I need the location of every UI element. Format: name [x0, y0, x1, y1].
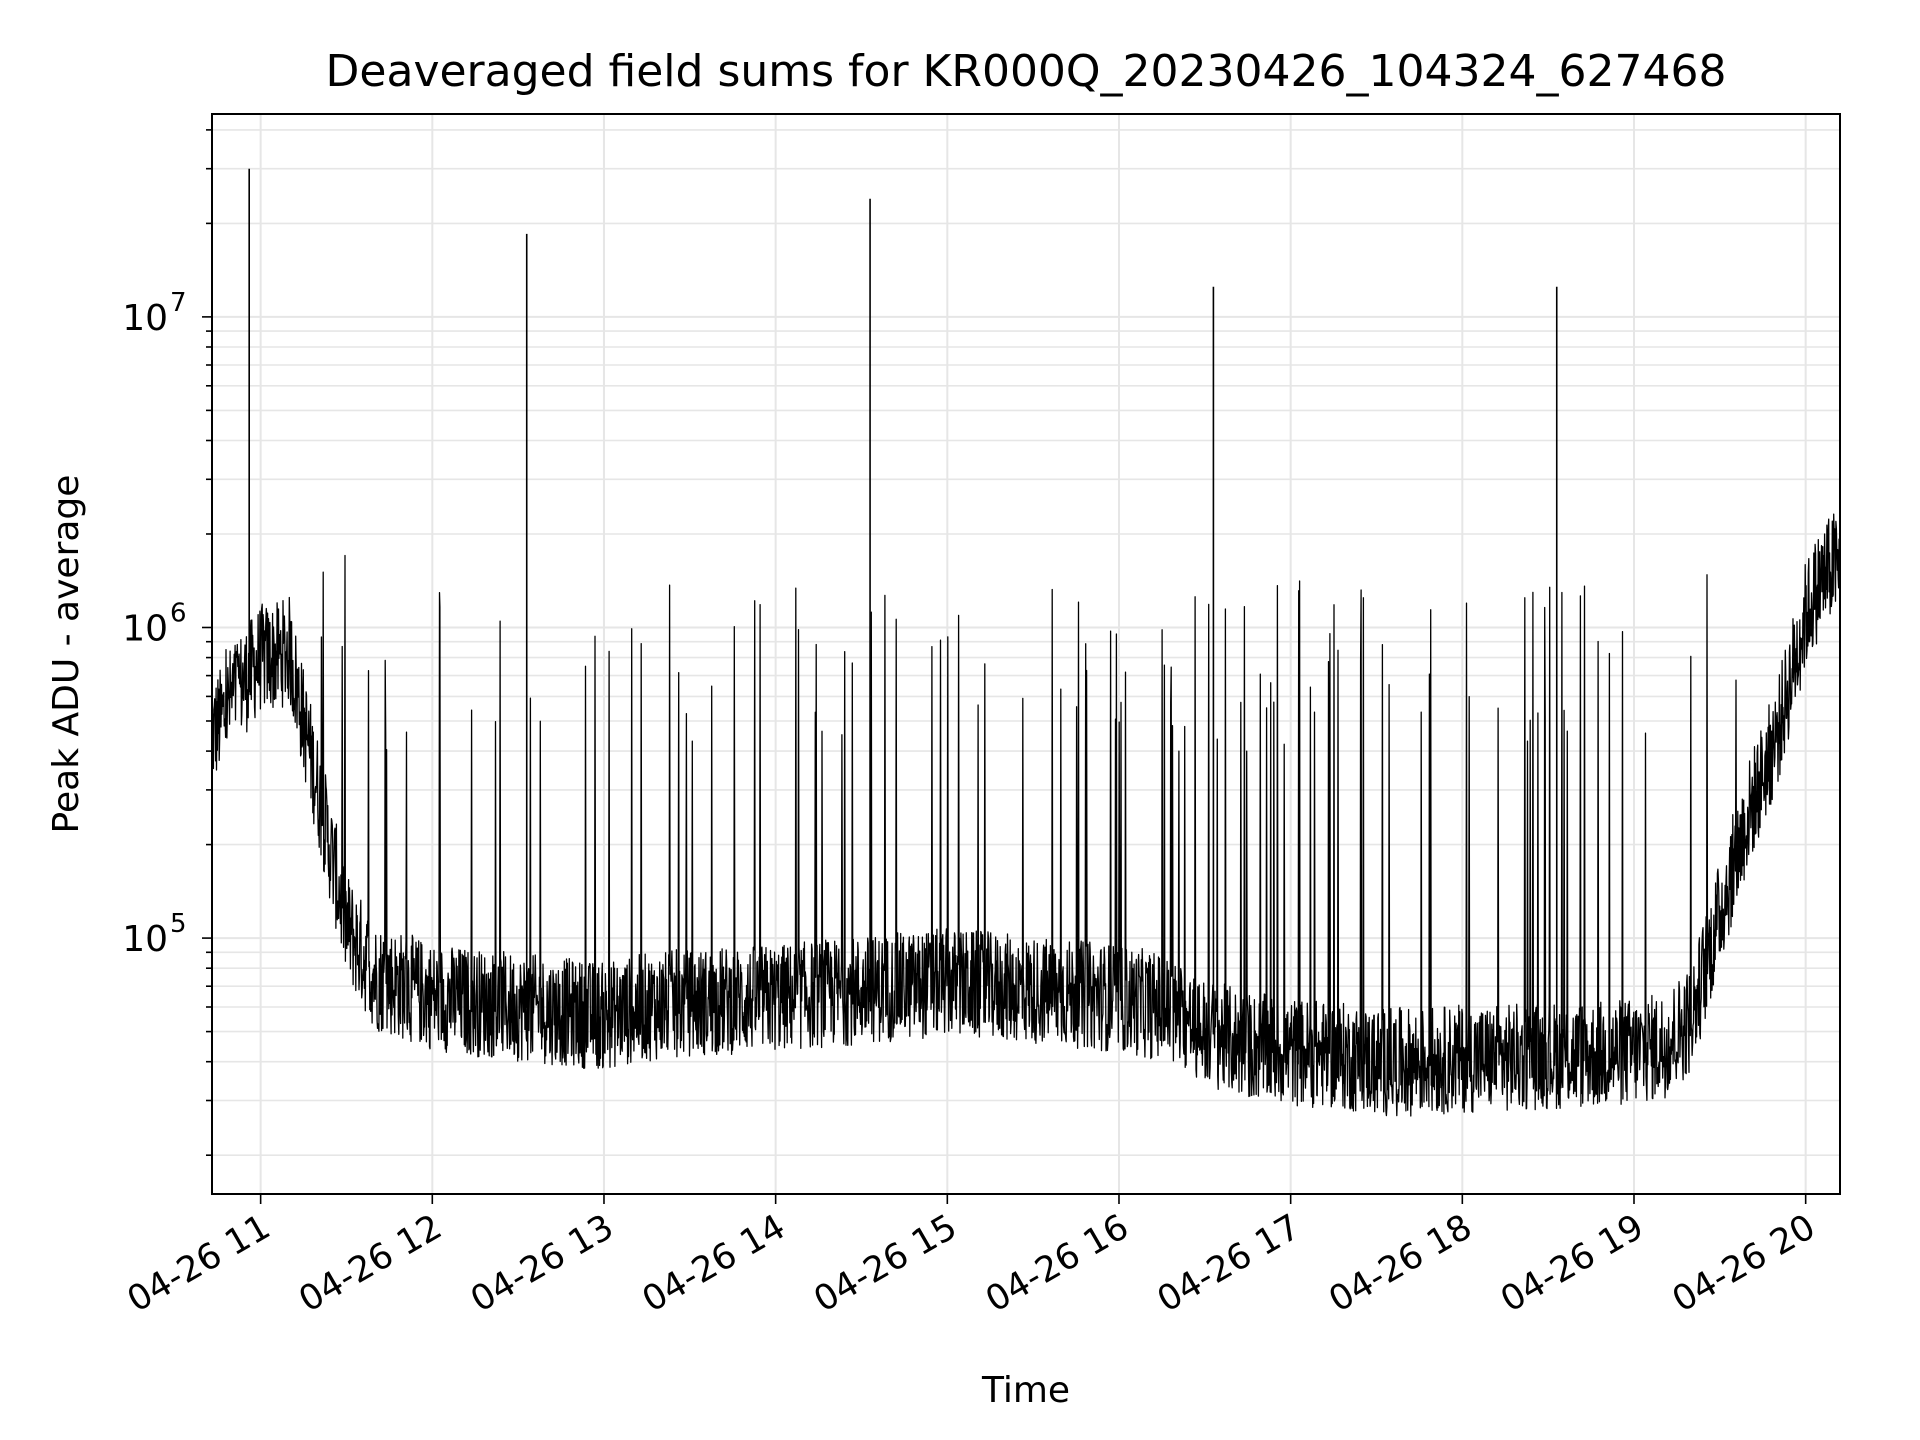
y-tick-exponent: 6 [170, 598, 187, 628]
y-tick-exponent: 5 [170, 909, 187, 939]
series-line [211, 513, 1841, 1117]
chart-title: Deaveraged field sums for KR000Q_2023042… [326, 46, 1727, 97]
y-axis-label: Peak ADU - average [46, 475, 87, 834]
y-tick-label: 10 [122, 298, 168, 339]
y-tick-exponent: 7 [170, 288, 187, 318]
x-axis-label: Time [981, 1370, 1070, 1411]
series-layer [211, 168, 1841, 1117]
y-tick-label: 10 [122, 608, 168, 649]
plot-frame [211, 113, 1841, 1195]
y-tick-label: 10 [122, 919, 168, 960]
